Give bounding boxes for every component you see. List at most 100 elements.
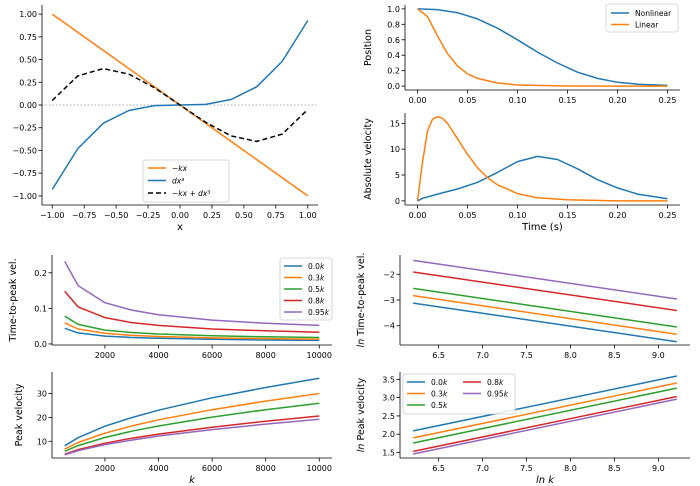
y-tick-label: 1.0 (387, 5, 400, 14)
legend-label-part: Linear (635, 21, 659, 30)
legend-label-part: 0.3 (308, 274, 320, 283)
series-line-0 (413, 302, 677, 343)
x-tick-label: 0.00 (409, 211, 427, 220)
x-tick-label: 7.0 (476, 351, 489, 360)
legend-label-part: 0.95 (487, 390, 504, 399)
series-line-4 (64, 418, 320, 456)
series-line-3 (413, 271, 677, 312)
x-tick-label: 10000 (307, 464, 332, 473)
x-tick-label: 8.5 (608, 351, 621, 360)
legend-item: 0.8k (308, 297, 325, 306)
series-line-1 (416, 115, 668, 202)
legend-frame (142, 159, 230, 203)
y-axis-label-ln: ln (356, 339, 367, 348)
series-line-2 (64, 402, 320, 452)
series-line-0 (413, 375, 677, 432)
time-to-peak-chart: 2000 4000 6000 8000 10000 0.0 0.1 0.2 Time-to-pe… (8, 255, 333, 360)
x-tick-label: 7.5 (520, 351, 533, 360)
x-tick-label: 0.25 (659, 211, 677, 220)
x-tick-label: 8.0 (564, 351, 577, 360)
legend-label-part: 0.0 (431, 378, 443, 387)
velocity-chart: 0.00 0.05 0.10 0.15 0.20 0.25 0 5 10 15 Time (s) Ab… (363, 113, 680, 233)
x-tick-label: 0.20 (609, 211, 627, 220)
legend-label-part: −kx (172, 164, 188, 173)
x-axis-label-ln: ln (536, 475, 548, 486)
legend-label-part: 0.95 (308, 308, 325, 317)
legend-frame (279, 257, 333, 321)
y-tick-label: 0.0 (34, 340, 47, 349)
x-tick-label: 0.25 (659, 96, 677, 105)
series-line-0 (417, 155, 668, 202)
x-tick-label: −0.25 (136, 211, 161, 220)
legend-item: 0.0k (308, 262, 325, 271)
legend-label-part: k (320, 274, 325, 283)
legend-label-part: k (320, 297, 325, 306)
y-tick-label: −0.25 (12, 124, 37, 133)
y-tick-label: 2.0 (382, 430, 395, 439)
legend-label-part: 0.8 (487, 378, 499, 387)
series-line-1 (417, 8, 668, 87)
legend-label-part: k (504, 390, 509, 399)
series-line-4 (64, 261, 320, 327)
y-tick-label: 0.00 (19, 101, 37, 110)
y-tick-label: −1.00 (12, 192, 37, 201)
x-tick-label: 0.00 (171, 211, 189, 220)
y-tick-label: −0.75 (12, 169, 37, 178)
legend-item: Nonlinear (635, 9, 672, 18)
legend-item: 0.0k (431, 378, 448, 387)
series-line-1 (64, 322, 320, 341)
y-tick-label: −0.50 (12, 146, 37, 155)
legend-item: 0.8k (487, 378, 504, 387)
y-tick-label: 3.5 (382, 375, 395, 384)
x-tick-label: 10000 (307, 351, 332, 360)
x-tick-label: 2000 (95, 351, 115, 360)
legend-item: 0.3k (431, 390, 448, 399)
x-tick-label: 8.5 (608, 464, 621, 473)
series-line-4 (413, 259, 677, 300)
series-line-3 (64, 415, 320, 455)
series-line-2 (413, 287, 677, 328)
legend-label-part: −kx + dx³ (172, 189, 210, 198)
series-line-1 (413, 294, 677, 335)
series-line-2 (64, 315, 320, 339)
y-tick-label: 5 (395, 171, 400, 180)
y-tick-label: 30 (37, 390, 47, 399)
x-tick-label: −1.00 (40, 211, 65, 220)
x-tick-label: 0.05 (459, 211, 477, 220)
y-tick-label: −4 (383, 322, 395, 331)
y-tick-label: 0.4 (387, 51, 400, 60)
y-tick-label: 0.1 (34, 304, 47, 313)
x-tick-label: 0.25 (203, 211, 221, 220)
x-tick-label: 1.00 (299, 211, 317, 220)
legend-label-part: k (325, 308, 330, 317)
x-tick-label: 4000 (148, 464, 168, 473)
x-tick-label: 8000 (256, 351, 276, 360)
legend-item: 0.3k (308, 274, 325, 283)
y-axis-label: Position (363, 29, 374, 66)
x-tick-label: 0.50 (235, 211, 253, 220)
y-axis-label: Peak velocity (14, 383, 25, 446)
y-tick-label: 0.2 (34, 269, 47, 278)
x-tick-label: 9.0 (652, 464, 665, 473)
legend-label-part: 0.8 (308, 297, 320, 306)
series-line-4 (413, 398, 677, 455)
x-tick-label: 0.00 (409, 96, 427, 105)
legend-item: −kx + dx³ (172, 189, 210, 198)
series-line-2 (413, 387, 677, 444)
y-tick-label: 0.8 (387, 20, 400, 29)
series-line-0 (64, 327, 320, 342)
series-line-0 (64, 377, 320, 447)
series-line-1 (64, 392, 320, 450)
legend-label-part: 0.5 (308, 285, 320, 294)
x-tick-label: 0.05 (459, 96, 477, 105)
legend-label-part: k (499, 378, 504, 387)
legend-label-part: 0.0 (308, 262, 320, 271)
peak-velocity-chart: 2000 4000 6000 8000 10000 10 20 30 k Peak velocit… (14, 372, 332, 486)
legend-label-part: k (443, 401, 448, 410)
y-axis-label: ln Time-to-peak vel. (356, 253, 367, 348)
legend-item: dx³ (172, 177, 184, 186)
y-axis-label-ln: ln (356, 444, 367, 453)
y-axis-label: F (0, 102, 3, 107)
y-tick-label: 2.5 (382, 412, 395, 421)
legend-label-part: k (443, 378, 448, 387)
